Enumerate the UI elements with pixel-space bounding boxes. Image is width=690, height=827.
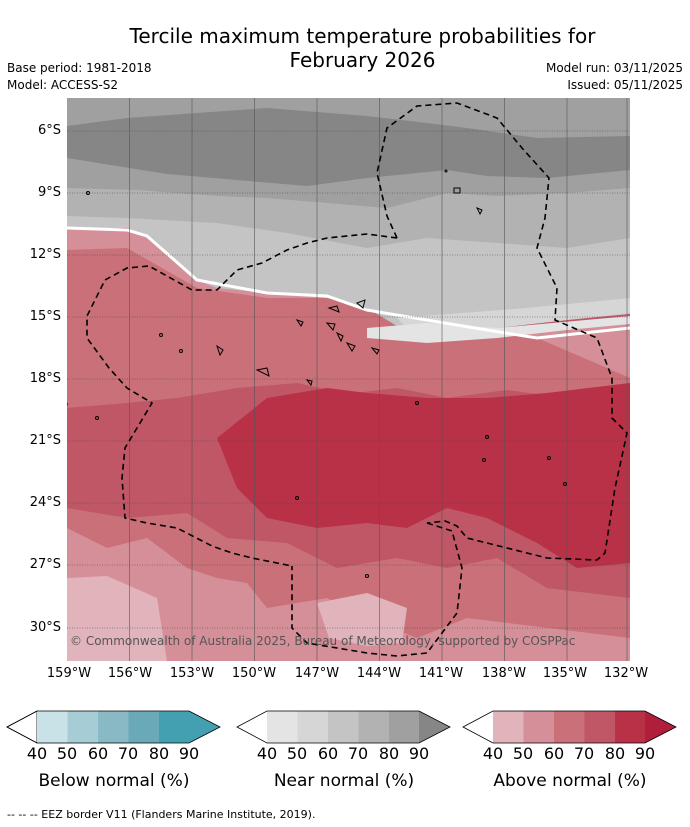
model-run: Model run: 03/11/2025 (545, 61, 683, 75)
lon-label-141w: 141°W (418, 666, 464, 681)
lat-label-27s: 27°S (29, 557, 61, 572)
lon-label-150w: 150°W (231, 666, 277, 681)
lon-label-147w: 147°W (294, 666, 340, 681)
above-90-core (217, 383, 630, 568)
above-40-swatch (463, 711, 493, 743)
lon-label-159w: 159°W (46, 666, 92, 681)
near-90-zone (67, 108, 630, 186)
lat-label-12s: 12°S (29, 247, 61, 262)
lat-label-30s: 30°S (29, 620, 61, 635)
above-tick-90: 90 (634, 744, 656, 763)
legend-near-colorbar (236, 710, 451, 744)
meta-left: Base period: 1981-2018 Model: ACCESS-S2 (7, 60, 152, 94)
below-60-swatch (67, 711, 98, 743)
below-tick-70: 70 (117, 744, 139, 763)
map-area: © Commonwealth of Australia 2025, Bureau… (67, 98, 630, 661)
above-tick-50: 50 (512, 744, 534, 763)
lon-label-135w: 135°W (542, 666, 588, 681)
above-50-south (317, 593, 407, 646)
legend-below-colorbar (6, 710, 221, 744)
lat-label-21s: 21°S (29, 433, 61, 448)
above-50-southwest (67, 576, 167, 661)
lon-label-138w: 138°W (481, 666, 527, 681)
near-90-swatch (389, 711, 419, 743)
above-tick-70: 70 (573, 744, 595, 763)
islands (86, 169, 567, 578)
title-line-2: February 2026 (289, 48, 436, 72)
issued-date: Issued: 05/11/2025 (567, 78, 683, 92)
lat-label-15s: 15°S (29, 309, 61, 324)
above-normal-title: Above normal (%) (493, 771, 647, 791)
below-40-swatch (6, 710, 38, 744)
lat-label-9s: 9°S (37, 185, 61, 200)
near-tick-50: 50 (286, 744, 308, 763)
near-tick-80: 80 (378, 744, 400, 763)
lat-label-18s: 18°S (29, 371, 61, 386)
near-max-swatch (419, 711, 450, 743)
eez-cook-islands (86, 233, 398, 567)
lon-label-144w: 144°W (356, 666, 402, 681)
below-50-swatch (37, 711, 68, 743)
longitude-gridlines (129, 98, 628, 661)
lat-label-6s: 6°S (37, 123, 61, 138)
legend-above-colorbar (462, 710, 677, 744)
below-80-swatch (128, 711, 159, 743)
lon-label-153w: 153°W (169, 666, 215, 681)
below-max-swatch (189, 711, 220, 743)
eez-footer-note: -- -- -- EEZ border V11 (Flanders Marine… (7, 808, 316, 821)
eez-pitcairn (291, 522, 463, 657)
near-tick-40: 40 (256, 744, 278, 763)
near-tick-60: 60 (317, 744, 339, 763)
above-80-swatch (584, 711, 615, 743)
map-copyright: © Commonwealth of Australia 2025, Bureau… (70, 634, 576, 648)
below-tick-50: 50 (56, 744, 78, 763)
above-tick-40: 40 (482, 744, 504, 763)
lon-label-132w: 132°W (603, 666, 649, 681)
above-70-north (67, 226, 630, 408)
near-normal-title: Near normal (%) (273, 771, 415, 791)
near-50-swatch (267, 711, 298, 743)
near-tick-90: 90 (408, 744, 430, 763)
below-tick-90: 90 (178, 744, 200, 763)
near-tick-70: 70 (347, 744, 369, 763)
below-70-swatch (98, 711, 129, 743)
near-50-zone (367, 316, 630, 343)
tercile-boundary (67, 226, 630, 340)
above-60-swatch (523, 711, 554, 743)
below-tick-60: 60 (87, 744, 109, 763)
above-70-swatch (554, 711, 585, 743)
meta-right: Model run: 03/11/2025 Issued: 05/11/2025 (546, 60, 683, 94)
above-tick-80: 80 (604, 744, 626, 763)
below-tick-80: 80 (148, 744, 170, 763)
model-name: Model: ACCESS-S2 (7, 78, 119, 92)
eez-french-polynesia (376, 102, 628, 561)
below-tick-40: 40 (26, 744, 48, 763)
above-tick-60: 60 (543, 744, 565, 763)
above-max-swatch (645, 711, 676, 743)
above-90-swatch (615, 711, 645, 743)
near-60-swatch (297, 711, 328, 743)
eez-borders (67, 102, 628, 657)
below-90-swatch (159, 711, 189, 743)
above-50-swatch (493, 711, 524, 743)
lon-label-156w: 156°W (107, 666, 153, 681)
base-period: Base period: 1981-2018 (7, 61, 152, 75)
near-80-swatch (358, 711, 389, 743)
below-normal-title: Below normal (%) (38, 771, 190, 791)
near-40-swatch (237, 711, 267, 743)
map-title: Tercile maximum temperature probabilitie… (100, 24, 625, 72)
title-line-1: Tercile maximum temperature probabilitie… (129, 24, 596, 48)
probability-map (67, 98, 630, 661)
near-70-swatch (328, 711, 359, 743)
lat-label-24s: 24°S (29, 495, 61, 510)
